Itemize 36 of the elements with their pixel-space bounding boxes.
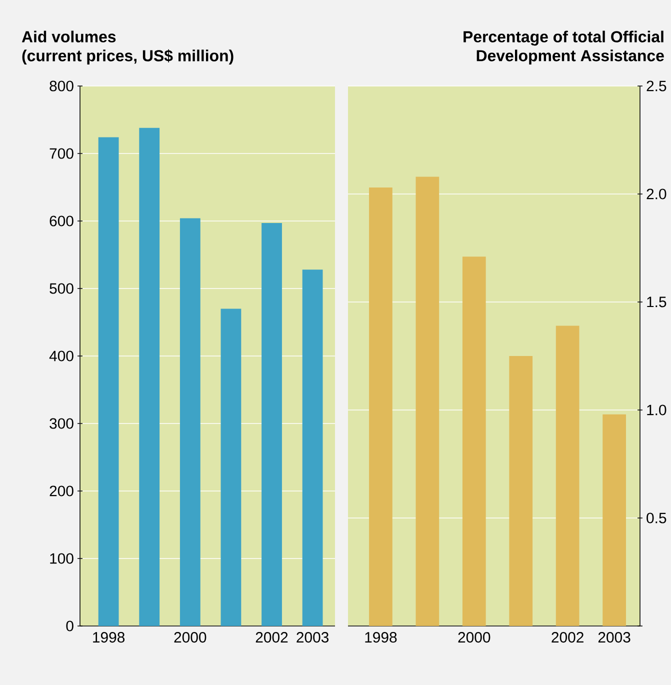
bar bbox=[602, 414, 626, 626]
bar bbox=[416, 176, 440, 626]
chart-title: Aid volumes (current prices, US$ million) bbox=[22, 30, 234, 65]
y-tick-label: 1.5 bbox=[647, 296, 666, 308]
chart-title: Percentage of total Official Development Assistance bbox=[464, 30, 664, 64]
bar bbox=[556, 326, 580, 626]
bar bbox=[139, 128, 160, 626]
bar bbox=[262, 223, 282, 626]
y-tick-label: 300 bbox=[50, 418, 74, 429]
bar bbox=[180, 218, 200, 626]
y-tick-label: 700 bbox=[50, 148, 74, 159]
bar bbox=[302, 270, 323, 626]
x-tick-label: 2000 bbox=[174, 632, 206, 643]
x-tick-label: 1998 bbox=[93, 632, 125, 643]
y-tick-label: 100 bbox=[50, 553, 74, 564]
y-tick-label: 400 bbox=[49, 350, 74, 362]
bar bbox=[220, 308, 242, 626]
y-tick-label: 0 bbox=[66, 620, 74, 632]
x-tick-label: 2002 bbox=[552, 632, 584, 643]
x-tick-label: 2003 bbox=[598, 632, 630, 643]
y-tick-label: 500 bbox=[50, 283, 74, 294]
x-tick-label: 2000 bbox=[458, 632, 490, 643]
x-tick-label: 2002 bbox=[256, 632, 288, 643]
bar bbox=[369, 188, 392, 626]
bar bbox=[98, 137, 119, 626]
y-tick-label: 2.5 bbox=[646, 80, 666, 92]
bar bbox=[509, 356, 533, 626]
y-tick-label: 2.0 bbox=[646, 188, 666, 200]
y-tick-label: 0.5 bbox=[646, 512, 666, 524]
y-tick-label: 600 bbox=[50, 216, 74, 226]
x-tick-label: 2003 bbox=[296, 632, 329, 643]
x-tick-label: 1998 bbox=[365, 632, 397, 643]
bar bbox=[462, 256, 486, 626]
y-tick-label: 800 bbox=[50, 80, 74, 92]
y-tick-label: 1.0 bbox=[647, 404, 666, 416]
y-tick-label: 200 bbox=[50, 486, 74, 496]
